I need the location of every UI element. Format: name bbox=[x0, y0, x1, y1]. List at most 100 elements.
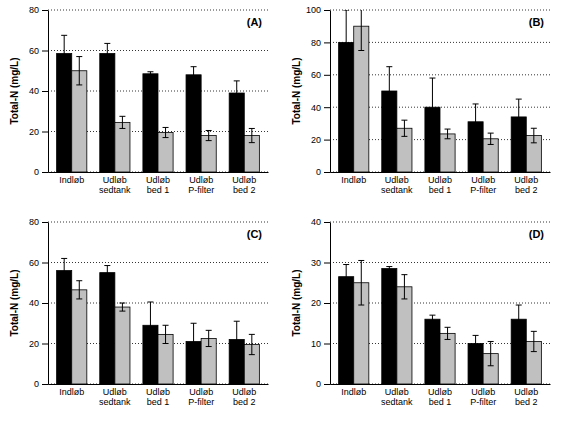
tick-label: UdløbP-filter bbox=[188, 175, 214, 195]
panel-title: (D) bbox=[529, 228, 545, 240]
error-bar bbox=[104, 43, 110, 63]
tick: Udløbbed 1 bbox=[428, 175, 452, 195]
tick: Indløb bbox=[59, 175, 84, 185]
bar bbox=[186, 75, 201, 172]
tick: Udløbsedtank bbox=[381, 387, 413, 407]
grid-line bbox=[330, 222, 550, 223]
tick-mark bbox=[42, 222, 48, 223]
axis-line bbox=[330, 11, 331, 173]
tick-mark bbox=[324, 42, 330, 43]
bar bbox=[72, 290, 87, 384]
tick: 30 bbox=[311, 258, 330, 268]
plot-area bbox=[57, 35, 260, 172]
tick-label-line: sedtank bbox=[99, 185, 131, 195]
series bbox=[354, 260, 542, 384]
tick-label-line: bed 2 bbox=[515, 397, 538, 407]
tick: Indløb bbox=[341, 175, 366, 185]
tick: UdløbP-filter bbox=[470, 175, 496, 195]
tick: Udløbsedtank bbox=[99, 175, 131, 195]
error-bar bbox=[401, 275, 407, 299]
tick-label: Udløbbed 1 bbox=[428, 387, 452, 407]
error-bar bbox=[147, 302, 153, 349]
tick-label-line: sedtank bbox=[99, 397, 131, 407]
tick-mark bbox=[324, 344, 330, 345]
tick-label-line: Udløb bbox=[471, 387, 495, 397]
tick-label-line: Udløb bbox=[146, 175, 170, 185]
bar bbox=[143, 74, 158, 172]
error-bar bbox=[206, 330, 212, 346]
tick-label-line: Indløb bbox=[341, 175, 366, 185]
series bbox=[72, 57, 260, 172]
tick-label: Udløbbed 1 bbox=[428, 175, 452, 195]
error-bar bbox=[445, 327, 451, 339]
tick-label-line: bed 2 bbox=[233, 185, 256, 195]
error-bar bbox=[516, 305, 522, 333]
tick-label-line: Udløb bbox=[232, 175, 256, 185]
axis-line bbox=[48, 223, 49, 385]
tick: 0 bbox=[316, 167, 330, 177]
plot-area bbox=[339, 260, 542, 384]
bar bbox=[100, 54, 115, 172]
tick-label: Indløb bbox=[59, 387, 84, 397]
tick-label: Indløb bbox=[59, 175, 84, 185]
tick-label: 60 bbox=[29, 46, 39, 56]
axis-title: Total-N (mg/L) bbox=[291, 269, 302, 336]
tick-label: Udløbbed 1 bbox=[146, 387, 170, 407]
tick-label: 60 bbox=[29, 258, 39, 268]
tick: 80 bbox=[311, 38, 330, 48]
bar bbox=[382, 269, 397, 384]
tick: Udløbbed 1 bbox=[428, 387, 452, 407]
error-bar bbox=[191, 67, 197, 83]
bar bbox=[72, 71, 87, 172]
tick-label-line: Udløb bbox=[471, 175, 495, 185]
error-bar bbox=[343, 265, 349, 289]
bar bbox=[440, 134, 455, 172]
tick-mark bbox=[324, 10, 330, 11]
bar bbox=[158, 133, 173, 172]
error-bar bbox=[234, 81, 240, 105]
grid-line bbox=[330, 262, 550, 263]
tick-label: UdløbP-filter bbox=[470, 387, 496, 407]
tick: 20 bbox=[311, 298, 330, 308]
grid bbox=[330, 222, 550, 384]
tick-label-line: bed 1 bbox=[147, 397, 170, 407]
tick: 0 bbox=[34, 167, 48, 177]
tick-label-line: bed 2 bbox=[515, 185, 538, 195]
tick: 60 bbox=[311, 70, 330, 80]
tick-label: 40 bbox=[311, 217, 321, 227]
tick-label: 80 bbox=[29, 5, 39, 15]
tick: Udløbbed 1 bbox=[146, 387, 170, 407]
tick-label-line: bed 1 bbox=[429, 185, 452, 195]
grid-line bbox=[330, 10, 550, 11]
tick-label: UdløbP-filter bbox=[470, 175, 496, 195]
tick-label-line: Udløb bbox=[385, 387, 409, 397]
tick: 20 bbox=[311, 135, 330, 145]
error-bar bbox=[445, 129, 451, 139]
tick-label-line: Udløb bbox=[146, 387, 170, 397]
tick-label: Udløbsedtank bbox=[99, 387, 131, 407]
axis-title: Total-N (mg/L) bbox=[9, 57, 20, 124]
axis-line bbox=[49, 172, 269, 173]
tick-label-line: Udløb bbox=[189, 387, 213, 397]
tick-label-line: Udløb bbox=[514, 175, 538, 185]
tick-label: UdløbP-filter bbox=[188, 387, 214, 407]
panel: 020406080IndløbUdløbsedtankUdløbbed 1Udl… bbox=[9, 217, 269, 407]
tick-label: 40 bbox=[29, 298, 39, 308]
series bbox=[339, 10, 527, 172]
tick: 40 bbox=[311, 217, 330, 227]
tick-label-line: sedtank bbox=[381, 185, 413, 195]
panel-title: (C) bbox=[247, 228, 263, 240]
tick: Udløbbed 2 bbox=[514, 175, 538, 195]
panel: 020406080IndløbUdløbsedtankUdløbbed 1Udl… bbox=[9, 5, 269, 195]
error-bar bbox=[488, 133, 494, 144]
tick: Indløb bbox=[341, 387, 366, 397]
tick-label-line: bed 2 bbox=[233, 397, 256, 407]
error-bar bbox=[386, 267, 392, 271]
series bbox=[72, 281, 260, 384]
tick-label-line: Udløb bbox=[514, 387, 538, 397]
axis-title: Total-N (mg/L) bbox=[9, 269, 20, 336]
error-bar bbox=[206, 130, 212, 140]
tick-label-line: P-filter bbox=[188, 185, 214, 195]
series bbox=[339, 265, 527, 384]
tick: 60 bbox=[29, 46, 48, 56]
